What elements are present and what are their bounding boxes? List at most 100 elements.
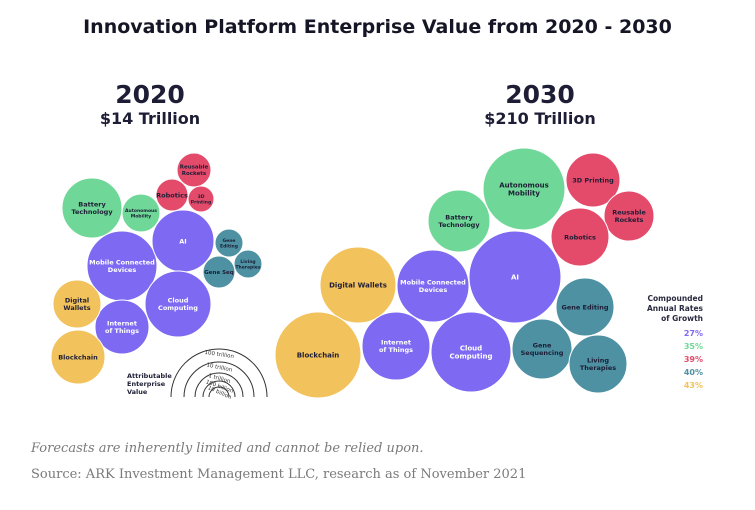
bubble-2030-reusable-rockets: Reusable Rockets [603,190,655,242]
bubble-label: Autonomous Mobility [499,181,549,197]
bubble-2020-internet-of-things: Internet of Things [94,299,150,355]
bubble-circle [233,249,263,279]
bubble-label: Gene Seq [204,270,233,276]
bubble-label: Internet of Things [379,338,413,354]
bubble-circle [187,185,215,213]
bubble-circle [468,230,562,324]
bubble-2020-gene-editing: Gene Editing [214,228,244,258]
year-heading-2020: 2020 [115,80,185,109]
disclaimer-note: Forecasts are inherently limited and can… [31,441,424,456]
bubble-2030-battery-technology: Battery Technology [427,189,491,253]
bubble-label: Battery Technology [438,213,480,229]
growth-rate-red: 39% [684,355,703,364]
bubble-2020-ai: AI [151,209,215,273]
bubble-2030-living-therapies: Living Therapies [568,334,628,394]
bubble-circle [511,318,573,380]
bubble-label: Cloud Computing [158,296,198,312]
growth-rate-yellow: 43% [684,381,703,390]
bubble-label: Internet of Things [105,319,139,335]
bubble-circle [144,270,212,338]
scale-ring [208,386,230,397]
bubble-circle [155,178,189,212]
bubble-label: Robotics [564,233,596,241]
bubble-2030-internet-of-things: Internet of Things [361,311,431,381]
bubble-label: Battery Technology [71,200,113,216]
scale-ring-label: 100 trillion [204,350,235,360]
bubble-2020-mobile-connected-devices: Mobile Connected Devices [86,230,158,302]
bubble-circle [50,329,106,385]
bubble-label: Gene Editing [562,303,609,311]
page-title: Innovation Platform Enterprise Value fro… [83,16,672,38]
bubble-charts: 2020$14 Trillion Battery Technology Autonom… [50,80,704,401]
bubble-2020-cloud-computing: Cloud Computing [144,270,212,338]
bubble-2020-robotics: Robotics [155,178,189,212]
bubble-circle [94,299,150,355]
bubble-label: Reusable Rockets [612,208,646,224]
bubble-label: Blockchain [58,353,98,361]
bubble-label: Cloud Computing [450,344,493,360]
bubble-2030-ai: AI [468,230,562,324]
bubble-circle [121,193,161,233]
scale-legend-title: Attributable Enterprise Value [127,372,172,396]
bubble-label: Robotics [156,191,188,199]
bubble-2030-gene-editing: Gene Editing [555,277,615,337]
bubble-circle [202,255,236,289]
bubble-2030-robotics: Robotics [550,207,610,267]
bubble-label: Gene Sequencing [521,341,564,357]
scale-ring [170,348,268,397]
bubble-label: AI [179,237,186,245]
bubble-label: Living Therapies [580,356,616,372]
bubble-2030-gene-sequencing: Gene Sequencing [511,318,573,380]
bubble-circle [555,277,615,337]
growth-legend: Compounded Annual Rates of Growth 27% 35% 39%… [647,294,704,390]
source-note: Source: ARK Investment Management LLC, r… [31,467,527,482]
bubble-label: Digital Wallets [63,296,90,312]
growth-rate-teal: 40% [684,368,703,377]
bubble-2020-gene-seq: Gene Seq [202,255,236,289]
bubble-circle [482,147,566,231]
bubble-label: Gene Editing [220,238,238,249]
bubble-label: Living Therapies [235,259,260,270]
bubble-circle [396,249,470,323]
bubble-2030-blockchain: Blockchain [274,311,362,399]
bubble-label: Reusable Rockets [180,165,209,178]
bubble-circle [430,311,512,393]
scale-ring [194,372,244,397]
bubble-circle [361,311,431,381]
bubble-circle [319,246,397,324]
growth-rate-purple: 27% [684,329,703,338]
bubble-circle [427,189,491,253]
bubble-circle [52,279,102,329]
scale-ring-label: 10 trillion [206,362,233,373]
bubble-circle [568,334,628,394]
bubble-label: 3D Printing [572,176,614,184]
bubble-label: Autonomous Mobility [125,208,157,219]
bubble-circle [550,207,610,267]
total-value-2030: $210 Trillion [484,109,595,128]
bubble-circle [565,152,621,208]
bubble-circle [214,228,244,258]
bubble-2030-3d-printing: 3D Printing [565,152,621,208]
bubble-2030-mobile-connected-devices: Mobile Connected Devices [396,249,470,323]
bubble-label: Digital Wallets [329,281,387,289]
bubble-2030-autonomous-mobility: Autonomous Mobility [482,147,566,231]
bubble-label: Mobile Connected Devices [400,278,466,294]
bubble-2020-3d-printing: 3D Printing [187,185,215,213]
bubble-circle [603,190,655,242]
bubble-2020-digital-wallets: Digital Wallets [52,279,102,329]
bubble-2020-reusable-rockets: Reusable Rockets [176,152,212,188]
bubble-2020-battery-technology: Battery Technology [61,177,123,239]
growth-rate-green: 35% [684,342,703,351]
total-value-2020: $14 Trillion [100,109,200,128]
bubble-2020-autonomous-mobility: Autonomous Mobility [121,193,161,233]
bubble-2020-blockchain: Blockchain [50,329,106,385]
bubble-label: Mobile Connected Devices [89,258,155,274]
growth-legend-title: Compounded Annual Rates of Growth [647,294,704,323]
bubble-2030-digital-wallets: Digital Wallets [319,246,397,324]
bubble-circle [274,311,362,399]
bubble-circle [61,177,123,239]
bubble-label: 3D Printing [191,194,211,205]
bubble-2020-living-therapies: Living Therapies [233,249,263,279]
bubble-label: Blockchain [297,351,340,359]
